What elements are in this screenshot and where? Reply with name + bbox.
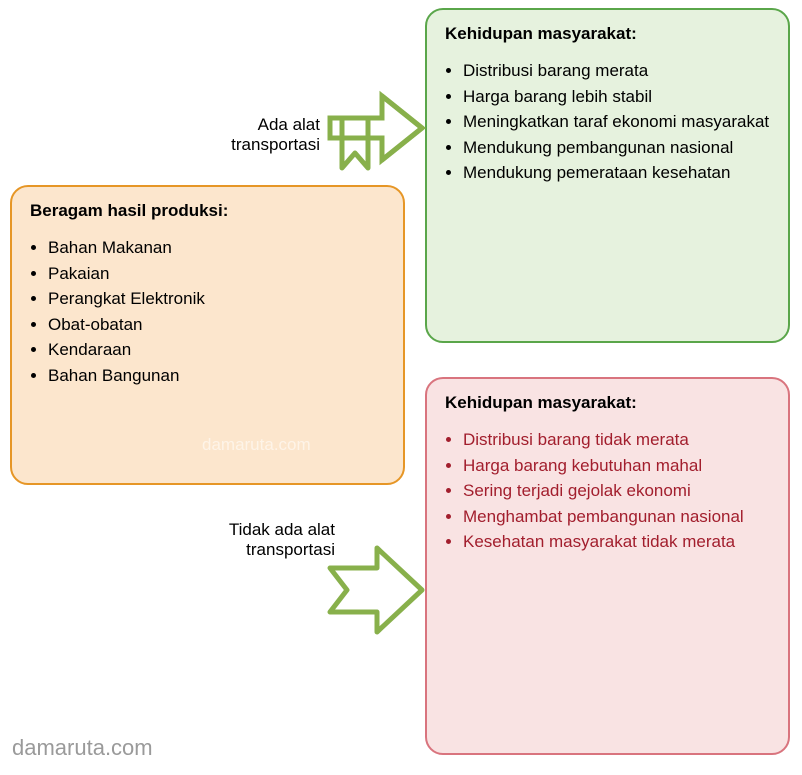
negatif-item: Sering terjadi gejolak ekonomi bbox=[463, 478, 770, 504]
positif-item: Mendukung pembangunan nasional bbox=[463, 135, 770, 161]
arrow-label-top: Ada alat transportasi bbox=[190, 115, 320, 155]
positif-item: Meningkatkan taraf ekonomi masyarakat bbox=[463, 109, 770, 135]
box-negatif: Kehidupan masyarakat: Distribusi barang … bbox=[425, 377, 790, 755]
negatif-item: Menghambat pembangunan nasional bbox=[463, 504, 770, 530]
box-positif: Kehidupan masyarakat: Distribusi barang … bbox=[425, 8, 790, 343]
positif-item: Distribusi barang merata bbox=[463, 58, 770, 84]
arrow-label-bottom-line1: Tidak ada alat bbox=[229, 520, 335, 539]
positif-list: Distribusi barang merata Harga barang le… bbox=[445, 58, 770, 186]
produksi-item: Pakaian bbox=[48, 261, 385, 287]
negatif-list: Distribusi barang tidak merata Harga bar… bbox=[445, 427, 770, 555]
produksi-item: Perangkat Elektronik bbox=[48, 286, 385, 312]
negatif-item: Distribusi barang tidak merata bbox=[463, 427, 770, 453]
arrow-bottom-icon bbox=[322, 540, 427, 640]
produksi-item: Bahan Makanan bbox=[48, 235, 385, 261]
negatif-item: Kesehatan masyarakat tidak merata bbox=[463, 529, 770, 555]
produksi-item: Bahan Bangunan bbox=[48, 363, 385, 389]
box-produksi: Beragam hasil produksi: Bahan Makanan Pa… bbox=[10, 185, 405, 485]
arrow-top-icon bbox=[322, 78, 427, 178]
watermark-bottom: damaruta.com bbox=[12, 735, 153, 761]
arrow-label-bottom: Tidak ada alat transportasi bbox=[175, 520, 335, 560]
produksi-title: Beragam hasil produksi: bbox=[30, 201, 385, 221]
positif-title: Kehidupan masyarakat: bbox=[445, 24, 770, 44]
watermark-inner: damaruta.com bbox=[202, 435, 311, 455]
negatif-item: Harga barang kebutuhan mahal bbox=[463, 453, 770, 479]
arrow-label-top-line2: transportasi bbox=[231, 135, 320, 154]
produksi-item: Obat-obatan bbox=[48, 312, 385, 338]
positif-item: Harga barang lebih stabil bbox=[463, 84, 770, 110]
negatif-title: Kehidupan masyarakat: bbox=[445, 393, 770, 413]
produksi-list: Bahan Makanan Pakaian Perangkat Elektron… bbox=[30, 235, 385, 388]
positif-item: Mendukung pemerataan kesehatan bbox=[463, 160, 770, 186]
arrow-label-top-line1: Ada alat bbox=[258, 115, 320, 134]
produksi-item: Kendaraan bbox=[48, 337, 385, 363]
